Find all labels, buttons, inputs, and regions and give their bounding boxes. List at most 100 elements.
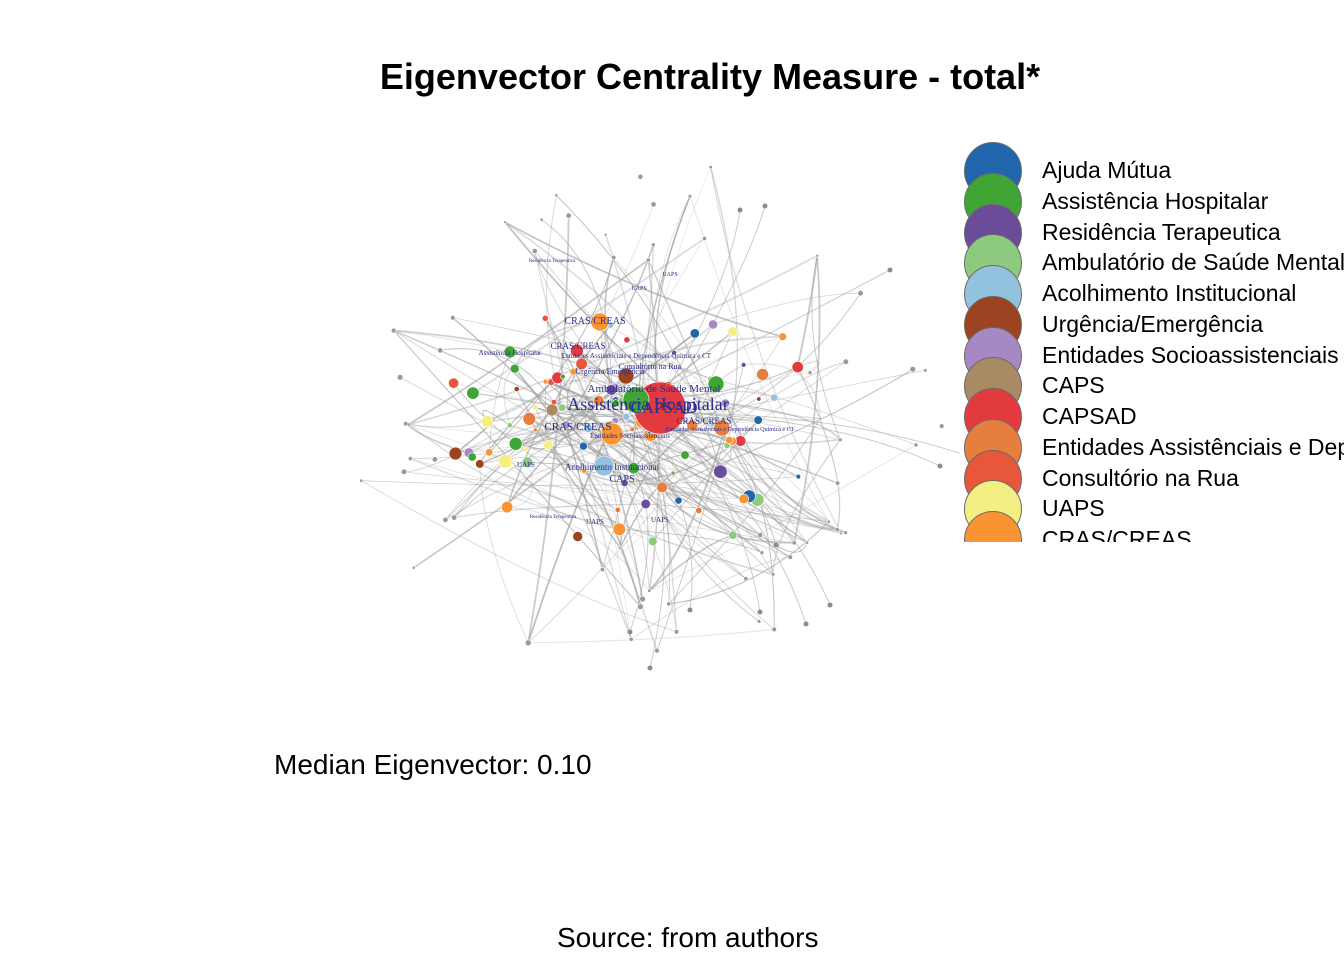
network-node	[617, 545, 623, 551]
network-edge	[361, 476, 799, 486]
network-edge	[661, 486, 795, 544]
network-node	[740, 362, 747, 368]
network-node	[442, 516, 449, 523]
network-edge	[724, 402, 846, 534]
network-edge	[405, 423, 646, 505]
network-node	[407, 456, 413, 461]
network-node	[612, 522, 626, 536]
network-node	[509, 363, 520, 374]
network-node	[923, 368, 928, 373]
network-edge	[408, 259, 649, 426]
network-edge	[633, 269, 891, 406]
network-node	[839, 531, 844, 536]
network-node	[673, 629, 680, 635]
network-node	[545, 403, 559, 417]
network-edge	[772, 439, 841, 575]
node-label: UAPS	[586, 518, 604, 526]
network-edge	[587, 339, 628, 429]
network-node	[656, 481, 668, 494]
network-node	[620, 479, 629, 487]
network-node	[475, 459, 485, 469]
network-edge	[488, 351, 511, 453]
network-node	[737, 207, 743, 213]
network-node	[542, 378, 549, 385]
network-node	[570, 343, 584, 358]
network-node	[533, 427, 538, 433]
network-edge	[408, 254, 818, 426]
network-node	[647, 588, 652, 593]
network-edge	[468, 413, 627, 454]
network-edge	[650, 434, 763, 554]
network-node	[628, 636, 634, 642]
network-node	[707, 375, 725, 393]
network-edge	[472, 237, 706, 394]
network-node	[937, 463, 943, 469]
legend-item: Ajuda Mútua	[964, 142, 1344, 200]
node-label: Residência Terapeutica	[529, 259, 576, 264]
network-node	[411, 565, 416, 570]
network-node	[575, 357, 588, 370]
network-edge	[613, 387, 760, 623]
legend-label: Residência Terapeutica	[1042, 218, 1281, 245]
network-node	[614, 506, 621, 513]
network-node	[622, 412, 631, 421]
network-edge	[654, 412, 960, 454]
network-edge	[541, 219, 613, 403]
network-node	[787, 554, 793, 560]
network-node	[647, 665, 653, 671]
network-edge	[647, 259, 660, 591]
network-edge	[633, 195, 691, 469]
network-node	[757, 532, 764, 538]
node-label: UAPS	[651, 516, 669, 524]
network-edge	[507, 462, 533, 508]
network-edge	[715, 383, 758, 500]
network-node	[539, 217, 544, 222]
network-node	[645, 257, 651, 263]
network-edge	[409, 457, 620, 531]
network-edge	[728, 439, 775, 630]
network-node	[523, 446, 529, 452]
node-label: UAPS	[662, 272, 677, 278]
network-node	[629, 426, 635, 433]
network-edge	[611, 364, 711, 391]
network-edge	[454, 503, 646, 519]
network-edge	[793, 255, 821, 543]
network-edge	[561, 407, 746, 579]
network-edge	[661, 361, 847, 488]
network-node	[857, 290, 864, 297]
network-edge	[553, 395, 627, 418]
network-edge	[599, 321, 726, 404]
network-edge	[403, 471, 758, 501]
legend-label: Ajuda Mútua	[1042, 157, 1172, 183]
network-edge	[413, 330, 734, 569]
network-edge	[515, 443, 791, 558]
network-node	[639, 595, 646, 603]
legend-item: Residência Terapeutica	[964, 203, 1344, 262]
network-edge	[619, 528, 763, 554]
legend: Ajuda Mútua Assistência Hospitalar Residên…	[964, 142, 1344, 542]
network-node	[600, 422, 624, 446]
network-node	[835, 480, 841, 486]
legend-item: Assistência Hospitalar	[964, 172, 1344, 231]
network-node	[359, 478, 364, 483]
network-node	[759, 550, 765, 556]
network-node	[827, 602, 833, 608]
network-edge	[553, 401, 680, 502]
network-edge	[545, 380, 758, 501]
network-edge	[527, 215, 570, 643]
network-node	[448, 446, 463, 461]
network-edge	[526, 416, 627, 450]
node-label: CRAS/CREAS	[550, 341, 605, 351]
network-node	[708, 165, 713, 170]
network-node	[561, 420, 571, 430]
network-edge	[561, 407, 650, 591]
network-node	[804, 540, 809, 545]
source-note: Source: from authors	[557, 922, 819, 953]
network-edge	[551, 409, 644, 600]
network-node	[654, 647, 660, 654]
node-label: CRAS/CREAS	[544, 421, 611, 433]
network-node	[466, 386, 480, 400]
network-edge	[408, 402, 726, 435]
network-node	[498, 454, 513, 469]
network-node	[467, 452, 477, 462]
